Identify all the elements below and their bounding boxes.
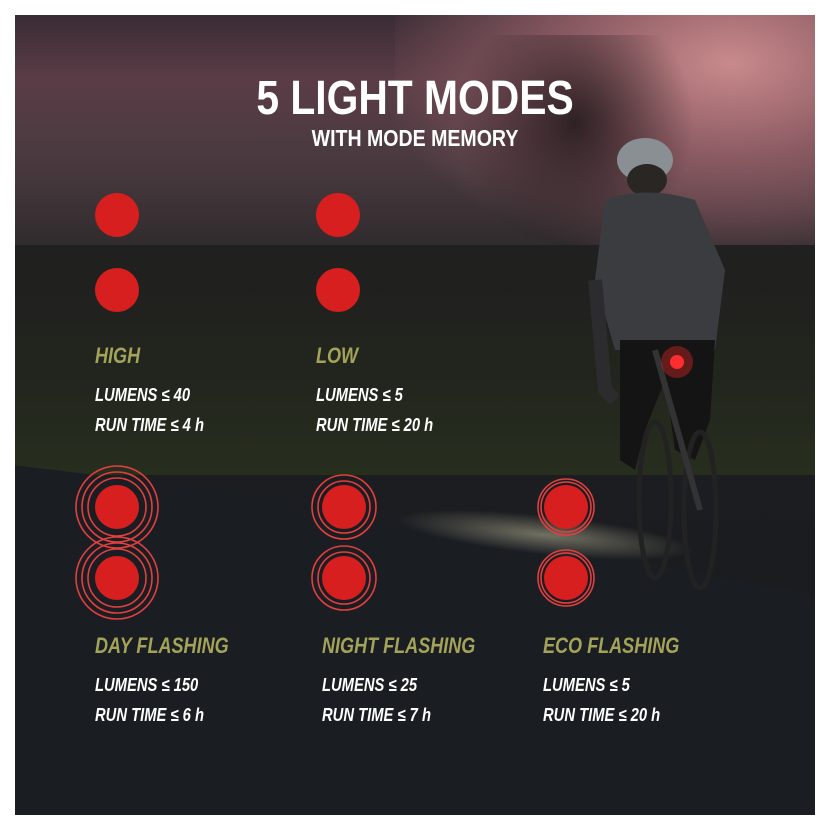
pulse-ring: [311, 545, 377, 611]
mode-runtime: RUN TIME ≤ 7 h: [322, 705, 431, 725]
mode-runtime: RUN TIME ≤ 4 h: [95, 415, 204, 435]
pulse-ring: [81, 471, 153, 543]
flashing-light-icon: [311, 545, 377, 611]
light-dot: [544, 556, 588, 600]
pulse-ring: [317, 551, 371, 605]
mode-name: HIGH: [95, 343, 141, 368]
steady-light-icon: [95, 193, 139, 237]
flashing-light-icon: [537, 478, 595, 536]
pulse-ring: [537, 478, 595, 536]
page-title: 5 LIGHT MODES: [256, 72, 574, 125]
flashing-light-icon: [75, 465, 159, 549]
light-dot: [95, 268, 139, 312]
flashing-light-icon: [537, 549, 595, 607]
mode-lumens: LUMENS ≤ 5: [543, 675, 630, 695]
mode-icons: [75, 193, 595, 620]
flashing-light-icon: [311, 474, 377, 540]
infographic: 5 LIGHT MODES WITH MODE MEMORY HIGH LUME…: [15, 15, 815, 815]
mode-lumens: LUMENS ≤ 150: [95, 675, 199, 695]
steady-light-icon: [316, 268, 360, 312]
pulse-ring: [75, 465, 159, 549]
pulse-ring: [537, 549, 595, 607]
light-dot: [95, 485, 139, 529]
steady-light-icon: [316, 193, 360, 237]
pulse-ring: [311, 474, 377, 540]
pulse-ring: [81, 542, 153, 614]
page-subtitle: WITH MODE MEMORY: [311, 125, 519, 151]
flashing-light-icon: [75, 536, 159, 620]
pulse-ring: [540, 481, 592, 533]
pulse-ring: [87, 548, 147, 608]
mode-runtime: RUN TIME ≤ 20 h: [316, 415, 434, 435]
cyclist-photo: [588, 138, 725, 590]
mode-runtime: RUN TIME ≤ 20 h: [543, 705, 661, 725]
light-dot: [316, 268, 360, 312]
light-dot: [95, 556, 139, 600]
pulse-ring: [87, 477, 147, 537]
light-dot: [322, 556, 366, 600]
light-dot: [322, 485, 366, 529]
mode-lumens: LUMENS ≤ 40: [95, 385, 191, 405]
pulse-ring: [317, 480, 371, 534]
pulse-ring: [75, 536, 159, 620]
mode-runtime: RUN TIME ≤ 6 h: [95, 705, 204, 725]
light-dot: [544, 485, 588, 529]
steady-light-icon: [95, 268, 139, 312]
mode-lumens: LUMENS ≤ 25: [322, 675, 418, 695]
mode-lumens: LUMENS ≤ 5: [316, 385, 403, 405]
pulse-ring: [540, 552, 592, 604]
mode-name: ECO FLASHING: [543, 633, 680, 658]
mode-name: LOW: [316, 343, 359, 368]
mode-name: DAY FLASHING: [95, 633, 229, 658]
mode-name: NIGHT FLASHING: [322, 633, 476, 658]
light-dot: [316, 193, 360, 237]
light-dot: [95, 193, 139, 237]
